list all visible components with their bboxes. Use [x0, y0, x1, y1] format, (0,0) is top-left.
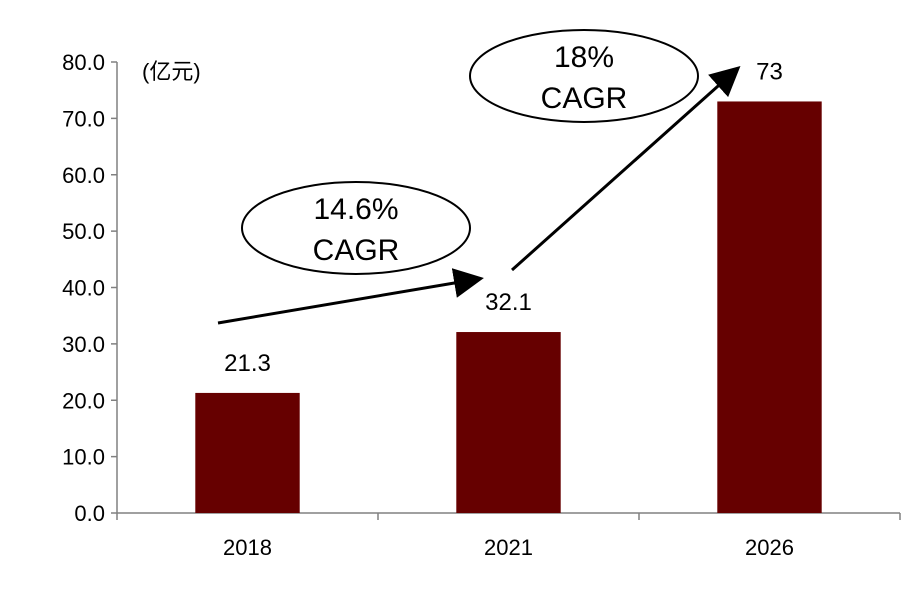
data-labels: 21.3 32.1 73	[224, 58, 783, 376]
data-label: 73	[756, 58, 783, 85]
y-axis: 0.0 10.0 20.0 30.0 40.0 50.0 60.0 70.0 80.0	[62, 50, 118, 526]
unit-label: (亿元)	[142, 59, 201, 84]
y-tick-label: 10.0	[62, 445, 105, 470]
cagr-annotation-2: 18% CAGR	[469, 29, 741, 272]
cagr-arrow-2	[511, 66, 741, 272]
y-tick-label: 80.0	[62, 50, 105, 75]
bar	[717, 101, 822, 514]
cagr-ellipse-2	[469, 29, 699, 123]
x-tick-label: 2021	[484, 535, 533, 560]
cagr-label-2: CAGR	[541, 82, 628, 115]
cagr-annotation-1: 14.6% CAGR	[217, 181, 484, 325]
y-tick-label: 50.0	[62, 219, 105, 244]
bar	[456, 332, 561, 513]
y-tick-label: 70.0	[62, 106, 105, 131]
x-tick-label: 2018	[223, 535, 272, 560]
y-tick-label: 20.0	[62, 388, 105, 413]
y-tick-label: 30.0	[62, 332, 105, 357]
x-axis: 2018 2021 2026	[116, 512, 901, 560]
cagr-arrow-1	[217, 268, 484, 325]
x-tick-label: 2026	[745, 535, 794, 560]
bars	[195, 101, 822, 514]
y-tick-label: 40.0	[62, 276, 105, 301]
y-tick-label: 60.0	[62, 163, 105, 188]
bar	[195, 392, 300, 513]
cagr-rate-1: 14.6%	[313, 193, 398, 226]
cagr-ellipse-1	[241, 181, 471, 275]
y-tick-label: 0.0	[74, 501, 105, 526]
data-label: 21.3	[224, 350, 271, 377]
cagr-label-1: CAGR	[313, 234, 400, 267]
cagr-rate-2: 18%	[554, 41, 614, 74]
data-label: 32.1	[485, 289, 532, 316]
